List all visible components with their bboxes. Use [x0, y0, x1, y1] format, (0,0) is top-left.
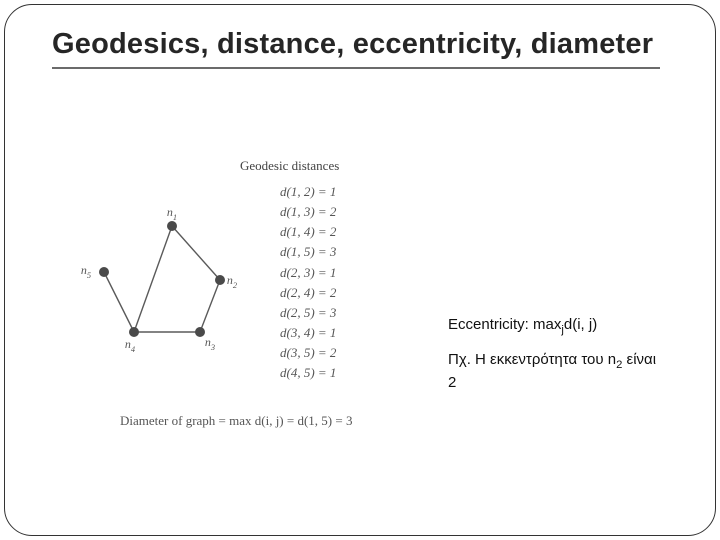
graph-edge — [200, 280, 220, 332]
distance-row: d(3, 4) = 1 — [280, 323, 336, 343]
distance-row: d(1, 4) = 2 — [280, 222, 336, 242]
graph-node-label: n3 — [205, 335, 215, 352]
figure-heading: Geodesic distances — [240, 158, 339, 174]
distance-row: d(2, 4) = 2 — [280, 283, 336, 303]
distance-row: d(2, 3) = 1 — [280, 263, 336, 283]
title-underline — [52, 67, 660, 69]
diameter-text: Diameter of graph = max d(i, j) = d(1, 5… — [120, 413, 352, 429]
distance-row: d(1, 3) = 2 — [280, 202, 336, 222]
graph-edge — [134, 226, 172, 332]
graph-node — [129, 327, 139, 337]
graph-node — [167, 221, 177, 231]
figure-area: Geodesic distances n1n2n3n4n5 d(1, 2) = … — [130, 158, 450, 478]
ecc-suffix: d(i, j) — [564, 316, 597, 333]
side-annotations: Eccentricity: maxjd(i, j) Πχ. Η εκκεντρό… — [448, 315, 668, 394]
slide-title: Geodesics, distance, eccentricity, diame… — [52, 28, 660, 61]
network-graph: n1 n2 n3 n4 n5 — [80, 192, 280, 372]
graph-node-label: n4 — [125, 337, 135, 354]
ecc-prefix: Eccentricity: max — [448, 316, 561, 333]
distance-list: d(1, 2) = 1d(1, 3) = 2d(1, 4) = 2d(1, 5)… — [280, 182, 336, 383]
graph-node-label: n2 — [227, 273, 237, 290]
graph-edge — [104, 272, 134, 332]
eccentricity-definition: Eccentricity: maxjd(i, j) — [448, 315, 668, 338]
example-prefix: Πχ. Η εκκεντρότητα του n — [448, 351, 616, 368]
distance-row: d(2, 5) = 3 — [280, 303, 336, 323]
graph-node — [99, 267, 109, 277]
graph-edge — [172, 226, 220, 280]
title-block: Geodesics, distance, eccentricity, diame… — [52, 28, 660, 69]
graph-node — [215, 275, 225, 285]
distance-row: d(1, 2) = 1 — [280, 182, 336, 202]
graph-node — [195, 327, 205, 337]
graph-node-label: n5 — [81, 263, 91, 280]
graph-node-label: n1 — [167, 205, 177, 222]
distance-row: d(1, 5) = 3 — [280, 242, 336, 262]
distance-row: d(4, 5) = 1 — [280, 363, 336, 383]
distance-row: d(3, 5) = 2 — [280, 343, 336, 363]
eccentricity-example: Πχ. Η εκκεντρότητα του n2 είναι 2 — [448, 350, 668, 393]
